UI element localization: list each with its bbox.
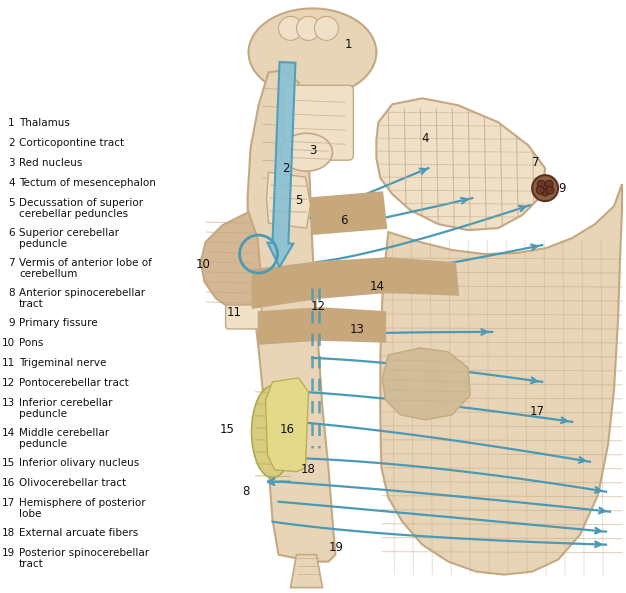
Polygon shape xyxy=(200,212,260,318)
Text: 15: 15 xyxy=(2,458,15,468)
Text: 17: 17 xyxy=(530,406,545,418)
Text: tract: tract xyxy=(19,559,44,569)
Text: 5: 5 xyxy=(295,194,302,206)
Text: 1: 1 xyxy=(8,118,15,128)
Text: 3: 3 xyxy=(8,158,15,168)
Text: Thalamus: Thalamus xyxy=(19,118,69,128)
Polygon shape xyxy=(382,348,470,420)
Text: Inferior cerebellar: Inferior cerebellar xyxy=(19,398,113,408)
Text: Anterior spinocerebellar: Anterior spinocerebellar xyxy=(19,288,145,298)
Text: External arcuate fibers: External arcuate fibers xyxy=(19,528,138,538)
Text: 12: 12 xyxy=(311,301,326,314)
Text: 13: 13 xyxy=(2,398,15,408)
Text: 18: 18 xyxy=(2,528,15,538)
Text: 5: 5 xyxy=(8,198,15,208)
Text: Decussation of superior: Decussation of superior xyxy=(19,198,143,208)
Ellipse shape xyxy=(280,133,332,171)
Circle shape xyxy=(537,180,545,188)
Polygon shape xyxy=(376,98,545,230)
Polygon shape xyxy=(310,192,386,234)
Text: Olivocerebellar tract: Olivocerebellar tract xyxy=(19,478,126,487)
Text: 6: 6 xyxy=(8,228,15,238)
Text: Hemisphere of posterior: Hemisphere of posterior xyxy=(19,498,145,508)
FancyArrow shape xyxy=(267,62,295,267)
Circle shape xyxy=(279,17,302,40)
Text: Pontocerebellar tract: Pontocerebellar tract xyxy=(19,378,128,388)
Text: Middle cerebellar: Middle cerebellar xyxy=(19,428,109,438)
Text: Superior cerebellar: Superior cerebellar xyxy=(19,228,119,238)
Text: peduncle: peduncle xyxy=(19,409,67,419)
Text: Trigeminal nerve: Trigeminal nerve xyxy=(19,358,106,368)
Circle shape xyxy=(532,175,558,201)
Text: Red nucleus: Red nucleus xyxy=(19,158,82,168)
Text: 14: 14 xyxy=(2,428,15,438)
Text: 9: 9 xyxy=(558,181,566,195)
Text: 2: 2 xyxy=(282,162,289,175)
Text: 3: 3 xyxy=(309,144,316,157)
Text: 10: 10 xyxy=(2,338,15,348)
Text: 18: 18 xyxy=(301,463,316,476)
Text: 9: 9 xyxy=(8,318,15,328)
Ellipse shape xyxy=(249,8,376,96)
Text: 13: 13 xyxy=(350,323,365,336)
Polygon shape xyxy=(259,308,386,344)
Circle shape xyxy=(536,186,544,194)
Text: 11: 11 xyxy=(2,358,15,368)
Circle shape xyxy=(541,188,549,196)
Text: Posterior spinocerebellar: Posterior spinocerebellar xyxy=(19,548,149,557)
Text: 2: 2 xyxy=(8,138,15,148)
Text: 17: 17 xyxy=(2,498,15,508)
Text: 10: 10 xyxy=(195,257,210,270)
Text: 19: 19 xyxy=(2,548,15,557)
Text: 16: 16 xyxy=(2,478,15,487)
Text: 8: 8 xyxy=(242,485,249,498)
Text: 7: 7 xyxy=(532,156,540,168)
Text: lobe: lobe xyxy=(19,509,41,519)
Ellipse shape xyxy=(252,386,294,478)
Text: peduncle: peduncle xyxy=(19,439,67,449)
Text: cerebellum: cerebellum xyxy=(19,269,77,279)
Polygon shape xyxy=(381,184,622,575)
Text: 11: 11 xyxy=(227,307,242,320)
Text: 7: 7 xyxy=(8,258,15,268)
Text: 19: 19 xyxy=(329,541,344,554)
Polygon shape xyxy=(252,258,458,308)
Text: 6: 6 xyxy=(340,213,347,227)
Polygon shape xyxy=(265,378,309,472)
Text: peduncle: peduncle xyxy=(19,239,67,249)
Text: 16: 16 xyxy=(280,423,295,436)
Text: Primary fissure: Primary fissure xyxy=(19,318,98,328)
Text: 8: 8 xyxy=(8,288,15,298)
Text: cerebellar peduncles: cerebellar peduncles xyxy=(19,209,128,219)
Text: 4: 4 xyxy=(8,178,15,188)
Text: 14: 14 xyxy=(370,279,385,292)
Circle shape xyxy=(297,17,321,40)
Text: Corticopontine tract: Corticopontine tract xyxy=(19,138,124,148)
Circle shape xyxy=(546,186,554,194)
Text: Vermis of anterior lobe of: Vermis of anterior lobe of xyxy=(19,258,151,268)
FancyBboxPatch shape xyxy=(284,85,354,160)
FancyBboxPatch shape xyxy=(225,305,262,329)
Polygon shape xyxy=(267,172,310,228)
Text: tract: tract xyxy=(19,299,44,309)
Text: Pons: Pons xyxy=(19,338,43,348)
Text: 15: 15 xyxy=(220,423,235,436)
Polygon shape xyxy=(247,71,336,562)
Circle shape xyxy=(545,180,553,188)
Text: 4: 4 xyxy=(421,132,429,145)
Text: Inferior olivary nucleus: Inferior olivary nucleus xyxy=(19,458,139,468)
Text: 1: 1 xyxy=(345,38,352,51)
Circle shape xyxy=(314,17,339,40)
Polygon shape xyxy=(290,554,322,588)
Text: 12: 12 xyxy=(2,378,15,388)
Text: Tectum of mesencephalon: Tectum of mesencephalon xyxy=(19,178,156,188)
